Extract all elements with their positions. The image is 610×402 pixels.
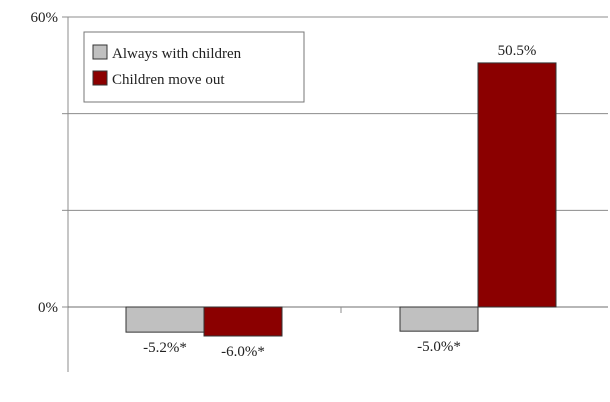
bar-children-move-out bbox=[203, 306, 283, 337]
data-label: -5.0%* bbox=[417, 339, 461, 355]
legend-swatch bbox=[92, 70, 108, 86]
legend-swatch bbox=[92, 44, 108, 60]
legend-label: Children move out bbox=[112, 72, 225, 88]
legend-box bbox=[83, 31, 305, 103]
data-label: -6.0%* bbox=[221, 344, 265, 360]
data-label: -5.2%* bbox=[143, 340, 187, 356]
bar-always-with-children bbox=[399, 306, 479, 332]
bar-children-move-out bbox=[477, 62, 557, 308]
y-tick-label: 0% bbox=[38, 300, 58, 316]
bar-always-with-children bbox=[125, 306, 205, 333]
legend-label: Always with children bbox=[112, 46, 242, 62]
y-tick-label: 60% bbox=[31, 10, 59, 26]
data-label: 50.5% bbox=[498, 43, 537, 59]
